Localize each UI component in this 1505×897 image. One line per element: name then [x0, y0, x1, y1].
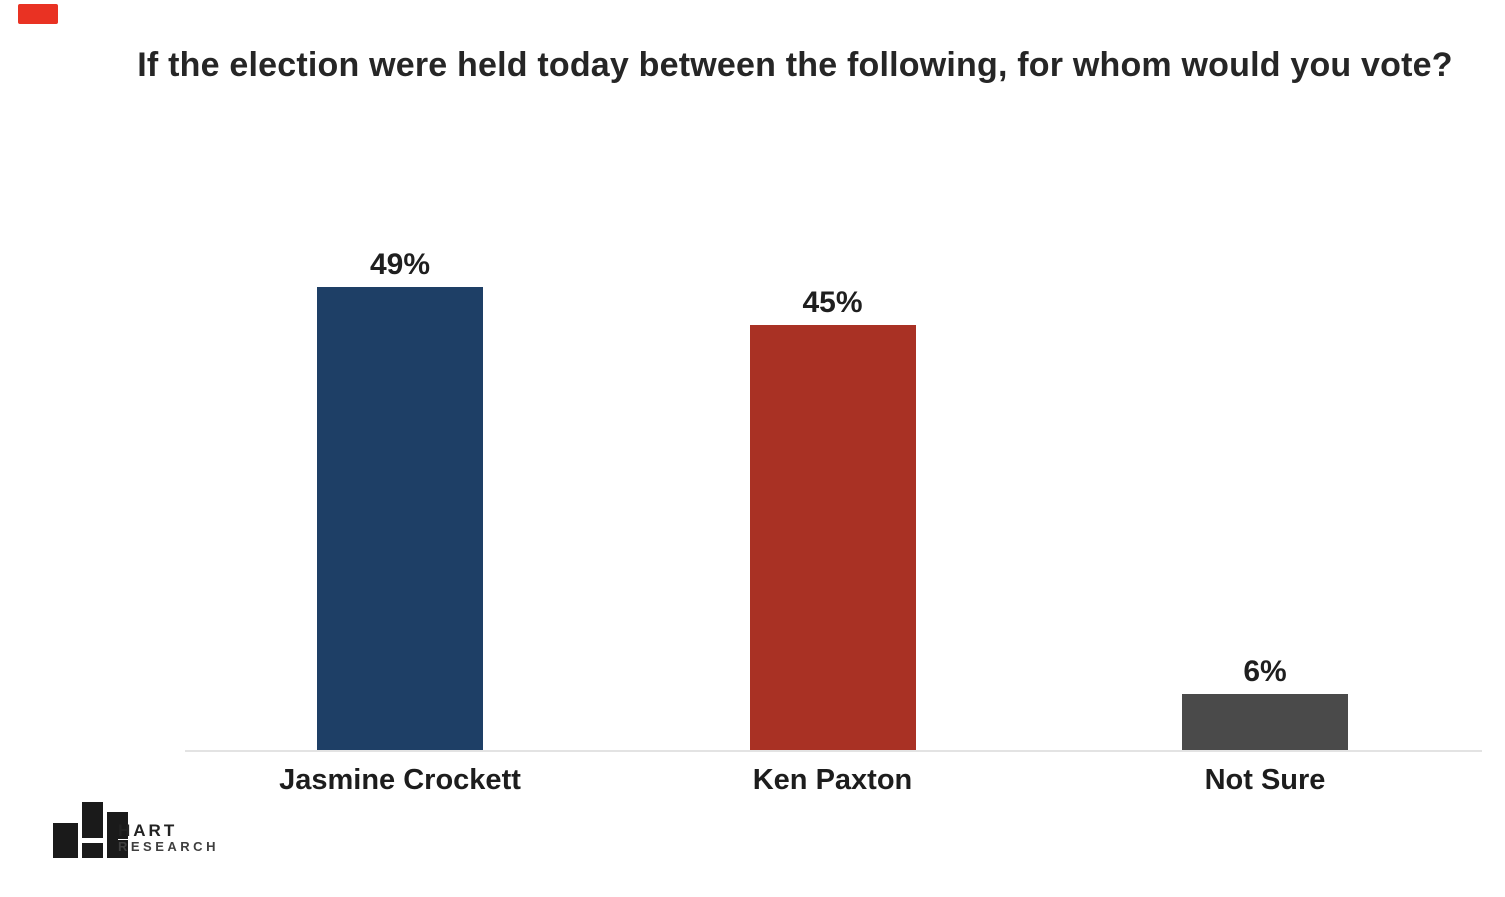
bar-column: 49% [290, 248, 510, 751]
logo-square-icon [82, 843, 103, 858]
bar [749, 325, 916, 751]
red-accent-mark [18, 4, 58, 24]
x-axis-line [185, 750, 1482, 752]
category-label: Ken Paxton [752, 764, 913, 796]
category-label: Not Sure [1204, 764, 1326, 796]
logo-bar-icon [53, 823, 78, 858]
bar [317, 287, 483, 751]
logo-bar-icon [82, 802, 103, 838]
logo-bar-icon [107, 812, 128, 858]
bar-value-label: 45% [802, 286, 863, 319]
logo-text: HART RESEARCH [118, 822, 219, 855]
bar-value-label: 49% [369, 248, 431, 281]
category-label: Jasmine Crockett [279, 764, 521, 796]
logo-text-hart: HART [118, 821, 178, 840]
bar-value-label: 6% [1243, 655, 1287, 688]
bar-column: 45% [723, 286, 943, 751]
chart-title: If the election were held today between … [137, 46, 1453, 84]
logo-text-research: RESEARCH [118, 839, 219, 854]
hart-research-logo: HART RESEARCH [53, 800, 273, 860]
bar [1182, 694, 1348, 751]
bar-column: 6% [1155, 655, 1375, 751]
